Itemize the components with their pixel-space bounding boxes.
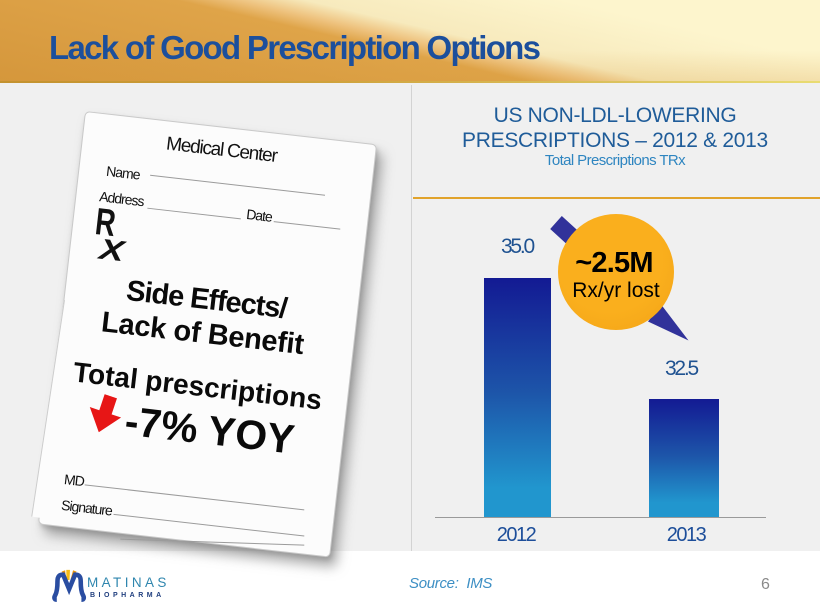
svg-text:MATINAS: MATINAS xyxy=(87,575,170,590)
svg-text:BIOPHARMA: BIOPHARMA xyxy=(90,592,165,599)
